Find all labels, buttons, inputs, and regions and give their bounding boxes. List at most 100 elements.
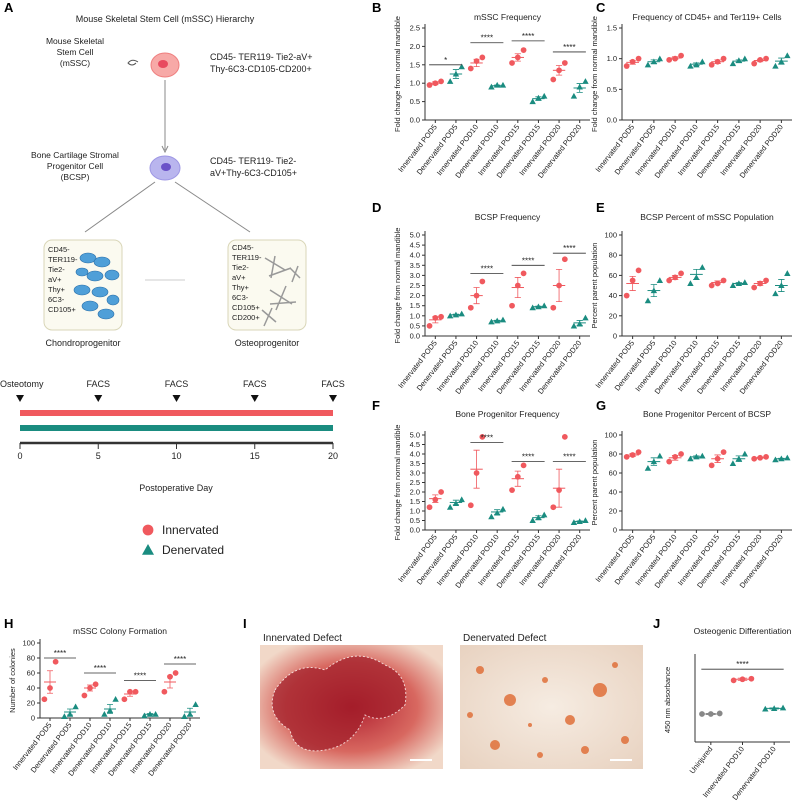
y-tick-label: 2.5 (410, 24, 420, 33)
error-bar (107, 704, 113, 714)
point (446, 504, 454, 510)
point (729, 60, 737, 67)
point (529, 98, 536, 105)
error-bar (693, 268, 700, 280)
panel-label: B (372, 0, 381, 15)
point (699, 452, 706, 459)
osteo-box (227, 239, 307, 331)
error-bar (650, 59, 658, 64)
point (112, 696, 119, 702)
y-axis-label: Percent parent population (590, 440, 599, 526)
point (172, 670, 179, 676)
bcsp-label: (BCSP) (61, 172, 90, 182)
point (623, 63, 630, 69)
y-tick-label: 20 (609, 507, 617, 516)
osteo-markers: CD105+ (232, 303, 260, 312)
arrow (174, 181, 251, 233)
error-bar (555, 468, 563, 508)
point (687, 280, 694, 287)
image-label: Innervated Defect (263, 633, 342, 644)
bcsp-label: Bone Cartilage Stromal (31, 150, 119, 160)
y-tick-label: 60 (609, 271, 617, 280)
significance-label: **** (563, 244, 575, 253)
error-bar (737, 677, 748, 681)
event-label: FACS (165, 379, 189, 389)
y-tick-label: 100 (604, 431, 617, 440)
point (729, 282, 737, 289)
point (708, 282, 715, 289)
point (458, 63, 465, 70)
point (623, 292, 630, 299)
chart-title: Bone Progenitor Frequency (456, 409, 561, 419)
event-label: FACS (321, 379, 345, 389)
point (529, 517, 536, 524)
point (520, 47, 527, 53)
point (192, 701, 199, 708)
x-tick-label: 15 (250, 451, 260, 461)
osteo-markers: TER119- (232, 253, 262, 262)
point (748, 675, 755, 682)
point (141, 712, 148, 719)
error-bar (714, 59, 721, 64)
y-tick-label: 1.0 (410, 311, 420, 320)
point (784, 454, 791, 461)
point (488, 83, 495, 90)
point (541, 92, 548, 99)
error-bar (735, 455, 743, 462)
point (499, 316, 507, 323)
point (708, 462, 715, 469)
error-bar (432, 316, 439, 324)
y-tick-label: 2.5 (410, 478, 420, 487)
point (678, 270, 684, 277)
legend-label: Denervated (162, 543, 224, 557)
error-bar (629, 453, 636, 457)
chondro-markers: Tie2- (48, 265, 65, 274)
point (666, 458, 673, 465)
point (644, 61, 652, 68)
significance-label: **** (134, 672, 146, 681)
point (570, 322, 578, 329)
point (730, 677, 737, 684)
point (763, 277, 769, 284)
point (720, 277, 727, 284)
point (784, 270, 791, 276)
point (467, 65, 474, 72)
x-tick-label: Uninjured (688, 745, 715, 776)
error-bar (47, 670, 53, 694)
point (499, 81, 507, 88)
error-bar (735, 282, 743, 285)
significance-label: **** (481, 34, 493, 43)
chart-title: BCSP Percent of mSSC Population (640, 212, 774, 222)
chondro-markers: Thy+ (48, 285, 66, 294)
event-label: FACS (86, 379, 110, 389)
point (509, 487, 515, 493)
point (741, 450, 749, 457)
y-tick-label: 3.5 (410, 459, 420, 468)
point (772, 290, 779, 297)
y-axis-label: Number of colonies (8, 648, 17, 713)
chondro-markers: CD45- (48, 245, 70, 254)
point (561, 60, 568, 66)
x-tick-label: 20 (328, 451, 338, 461)
y-tick-label: 3.0 (410, 469, 420, 478)
event-marker (16, 395, 24, 402)
error-bar (756, 281, 764, 286)
panel-label: A (4, 0, 14, 15)
point (699, 264, 706, 270)
denervated-bar (20, 425, 333, 431)
point (142, 544, 154, 555)
bcsp-nucleus (161, 163, 171, 171)
y-axis-label: 450 nm absorbance (663, 667, 672, 733)
point (656, 55, 664, 62)
significance-label: **** (481, 434, 493, 443)
error-bar (671, 275, 679, 280)
significance-label: **** (94, 664, 106, 673)
chondrocytes (73, 252, 120, 320)
error-bar (555, 268, 563, 303)
error-bar (473, 287, 480, 305)
point (644, 297, 652, 304)
y-tick-label: 80 (609, 251, 617, 260)
y-tick-label: 40 (27, 684, 35, 693)
chart-title: Frequency of CD45+ and Ter119+ Cells (633, 12, 782, 22)
chart-title: BCSP Frequency (475, 212, 541, 222)
